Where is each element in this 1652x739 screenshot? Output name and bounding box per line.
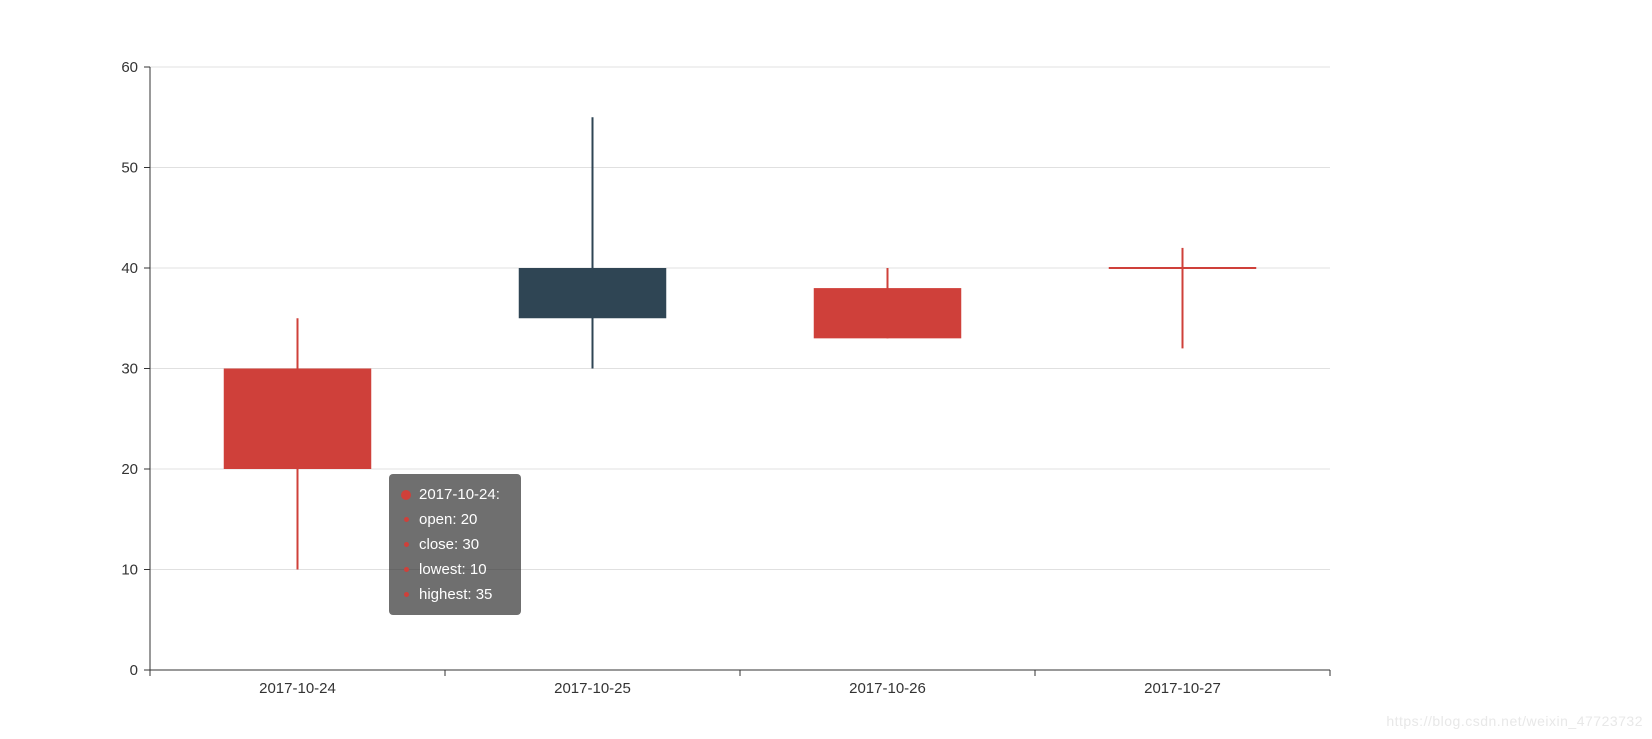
candle-body-2017-10-26[interactable]	[813, 288, 962, 339]
y-axis-label-40: 40	[121, 260, 138, 277]
candle-body-2017-10-27[interactable]	[1108, 267, 1257, 269]
y-axis-label-20: 20	[121, 461, 138, 478]
x-axis-label-2017-10-25: 2017-10-25	[554, 680, 631, 697]
y-axis-label-30: 30	[121, 361, 138, 378]
y-axis-label-50: 50	[121, 160, 138, 177]
x-axis-label-2017-10-26: 2017-10-26	[849, 680, 926, 697]
y-axis-label-0: 0	[130, 662, 138, 679]
x-axis-label-2017-10-27: 2017-10-27	[1144, 680, 1221, 697]
candle-body-2017-10-24[interactable]	[223, 368, 372, 470]
candle-body-2017-10-25[interactable]	[518, 268, 667, 319]
y-axis-label-60: 60	[121, 59, 138, 76]
y-axis-label-10: 10	[121, 562, 138, 579]
x-axis-label-2017-10-24: 2017-10-24	[259, 680, 336, 697]
watermark-url: https://blog.csdn.net/weixin_47723732	[1386, 713, 1643, 729]
